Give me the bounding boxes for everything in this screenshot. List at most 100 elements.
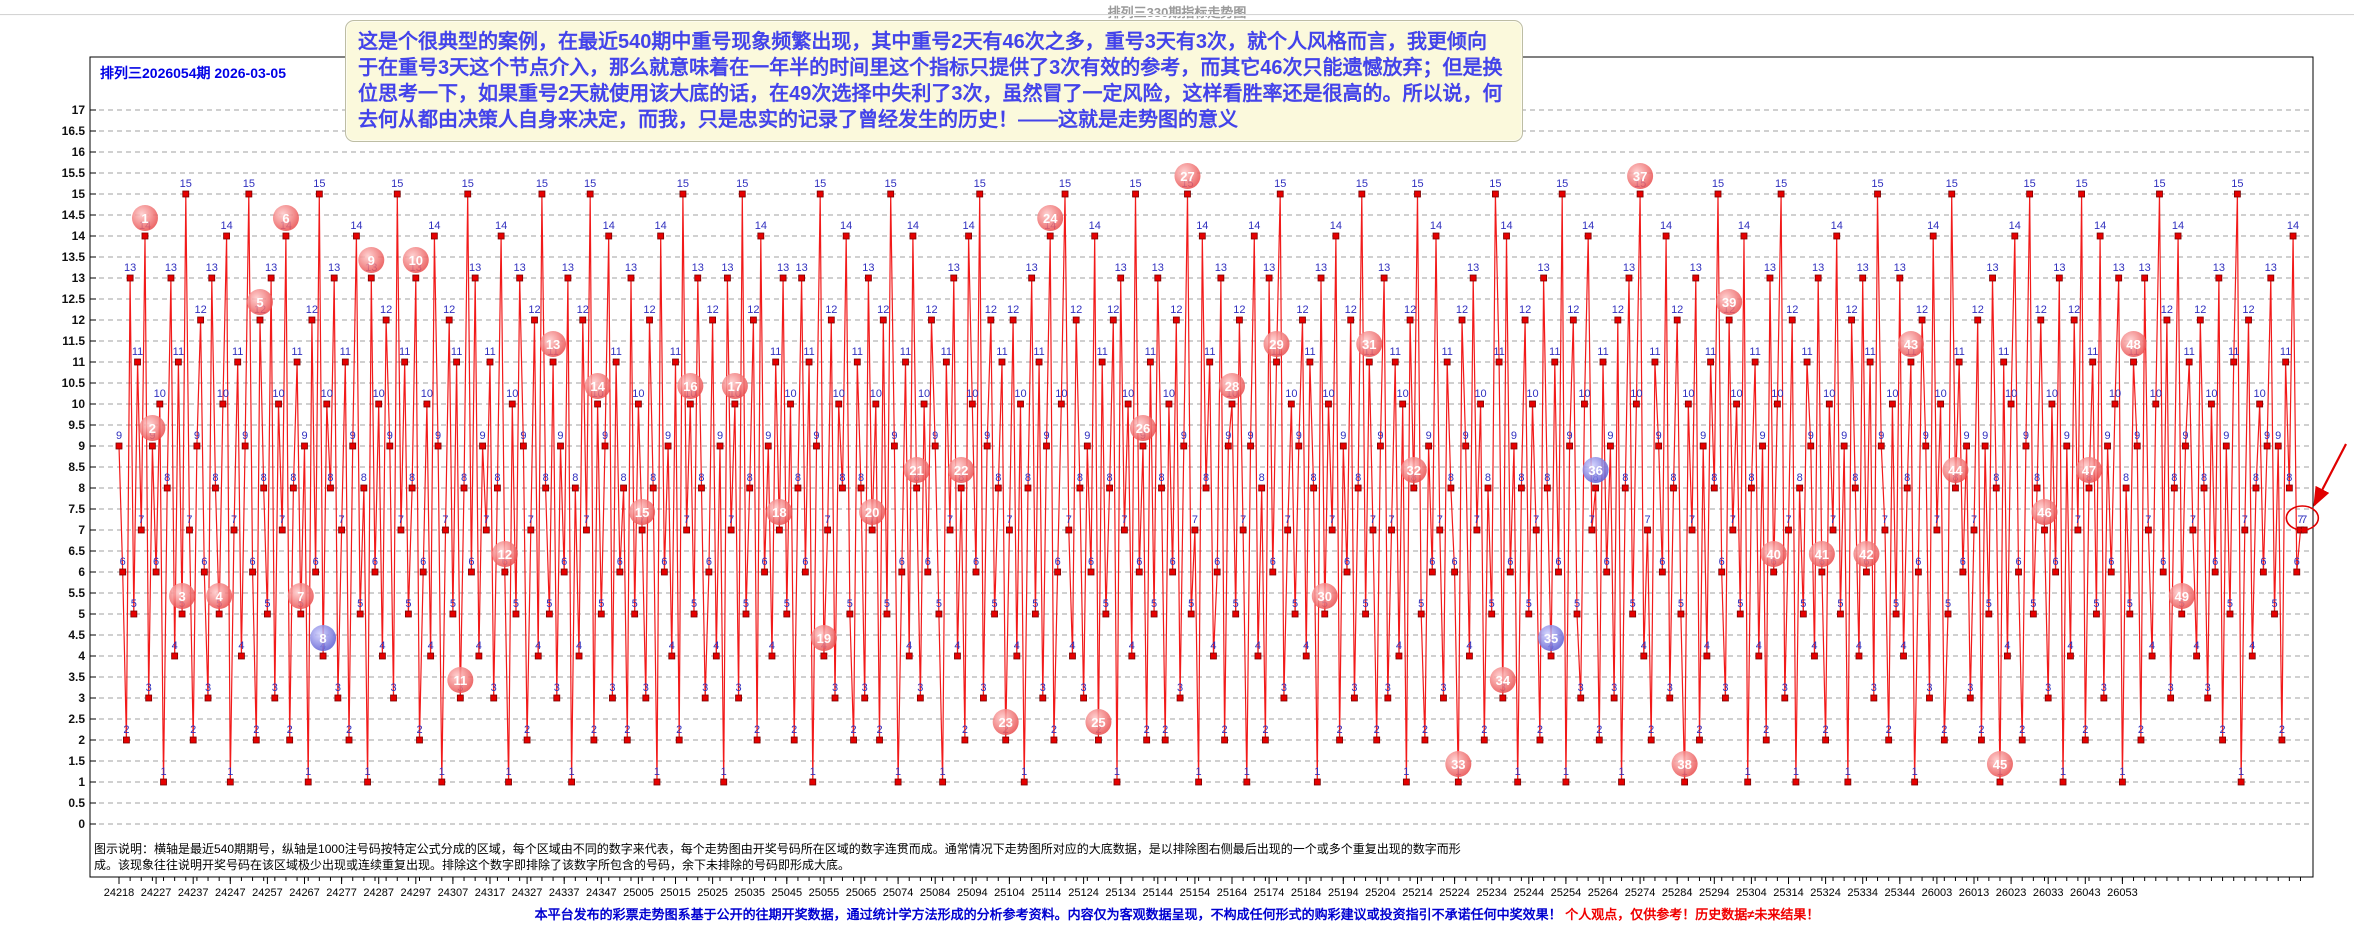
repeat2-badge [491, 541, 518, 567]
data-point [1495, 358, 1503, 366]
repeat2-badge [1986, 751, 2013, 777]
point-value-label: 10 [1823, 388, 1835, 400]
data-point [1039, 694, 1047, 702]
point-value-label: 4 [476, 640, 482, 652]
data-point [1031, 610, 1039, 618]
data-point [453, 358, 461, 366]
data-point [2219, 736, 2226, 744]
x-tick-label: 24347 [586, 887, 617, 899]
point-value-label: 2 [1481, 724, 1487, 736]
repeat2-badge [766, 499, 793, 525]
data-point [1840, 442, 1848, 450]
point-value-label: 4 [954, 640, 960, 652]
point-value-label: 8 [1748, 472, 1754, 484]
x-tick-label: 26013 [1959, 887, 1990, 899]
data-point [939, 778, 947, 786]
y-tick-label: 12 [72, 313, 86, 327]
data-point [961, 736, 969, 744]
data-point [2070, 316, 2078, 324]
data-point [2282, 358, 2290, 366]
point-value-label: 12 [2068, 304, 2080, 316]
x-tick-label: 25005 [623, 887, 654, 899]
data-point [1577, 694, 1585, 702]
point-value-label: 9 [1340, 430, 1346, 442]
point-value-label: 13 [1026, 262, 1038, 274]
data-point [716, 442, 724, 450]
data-point [1688, 526, 1696, 534]
point-value-label: 14 [1330, 220, 1342, 232]
repeat2-badge [1445, 751, 1472, 777]
data-point [353, 232, 360, 240]
point-value-label: 3 [1040, 682, 1046, 694]
repeat2-badge [287, 583, 314, 609]
data-point [1781, 694, 1789, 702]
point-value-label: 15 [1356, 178, 1368, 190]
data-point [1863, 568, 1870, 576]
point-value-label: 2 [676, 724, 682, 736]
point-value-label: 13 [692, 262, 704, 274]
point-value-label: 9 [2064, 430, 2070, 442]
repeat2-badge [1356, 331, 1383, 357]
data-point [1306, 358, 1314, 366]
data-point [1529, 400, 1536, 408]
data-point [1900, 652, 1907, 660]
data-point [1098, 358, 1106, 366]
point-value-label: 9 [891, 430, 897, 442]
repeat2-badge [1129, 415, 1156, 441]
data-point [1391, 358, 1399, 366]
point-value-label: 9 [1426, 430, 1432, 442]
point-value-label: 9 [2104, 430, 2110, 442]
data-point [1154, 274, 1162, 282]
data-point [1696, 736, 1703, 744]
data-point [653, 778, 661, 786]
data-point [2033, 484, 2041, 492]
point-value-label: 4 [1756, 640, 1762, 652]
data-point [382, 316, 390, 324]
data-point [215, 610, 223, 618]
data-point [241, 442, 249, 450]
data-point [1384, 694, 1392, 702]
point-value-label: 11 [232, 346, 243, 358]
point-value-label: 9 [1964, 430, 1970, 442]
point-value-label: 2 [2138, 724, 2144, 736]
data-point [1521, 316, 1529, 324]
data-point [204, 694, 212, 702]
repeat2-badge [1808, 541, 1835, 567]
x-tick-label: 25334 [1847, 887, 1878, 899]
y-tick-label: 0 [78, 817, 85, 831]
data-point [364, 778, 371, 786]
point-value-label: 7 [186, 514, 192, 526]
point-value-label: 11 [1864, 346, 1875, 358]
x-tick-label: 24307 [438, 887, 469, 899]
point-value-label: 11 [1441, 346, 1452, 358]
repeat2-badge [677, 373, 704, 399]
data-point [282, 232, 290, 240]
data-point [494, 484, 501, 492]
data-point [1837, 610, 1844, 618]
y-tick-label: 12.5 [62, 292, 86, 306]
point-value-label: 6 [1136, 556, 1142, 568]
data-point [2215, 274, 2223, 282]
point-value-label: 8 [2253, 472, 2259, 484]
point-value-label: 8 [1448, 472, 1454, 484]
data-point [1276, 190, 1284, 198]
data-point [1202, 484, 1210, 492]
data-point [1673, 316, 1681, 324]
data-point [1291, 610, 1299, 618]
data-point [2182, 442, 2189, 450]
point-value-label: 13 [1986, 262, 1998, 274]
point-value-label: 14 [1196, 220, 1208, 232]
repeat2-badge [1853, 541, 1880, 567]
point-value-label: 7 [1066, 514, 1072, 526]
point-value-label: 9 [932, 430, 938, 442]
point-value-label: 3 [832, 682, 838, 694]
x-tick-label: 24317 [475, 887, 506, 899]
point-value-label: 12 [985, 304, 997, 316]
data-point [2237, 778, 2245, 786]
point-value-label: 14 [220, 220, 232, 232]
point-value-label: 14 [603, 220, 615, 232]
data-point [1952, 484, 1959, 492]
data-point [1603, 568, 1611, 576]
data-point [2144, 526, 2152, 534]
